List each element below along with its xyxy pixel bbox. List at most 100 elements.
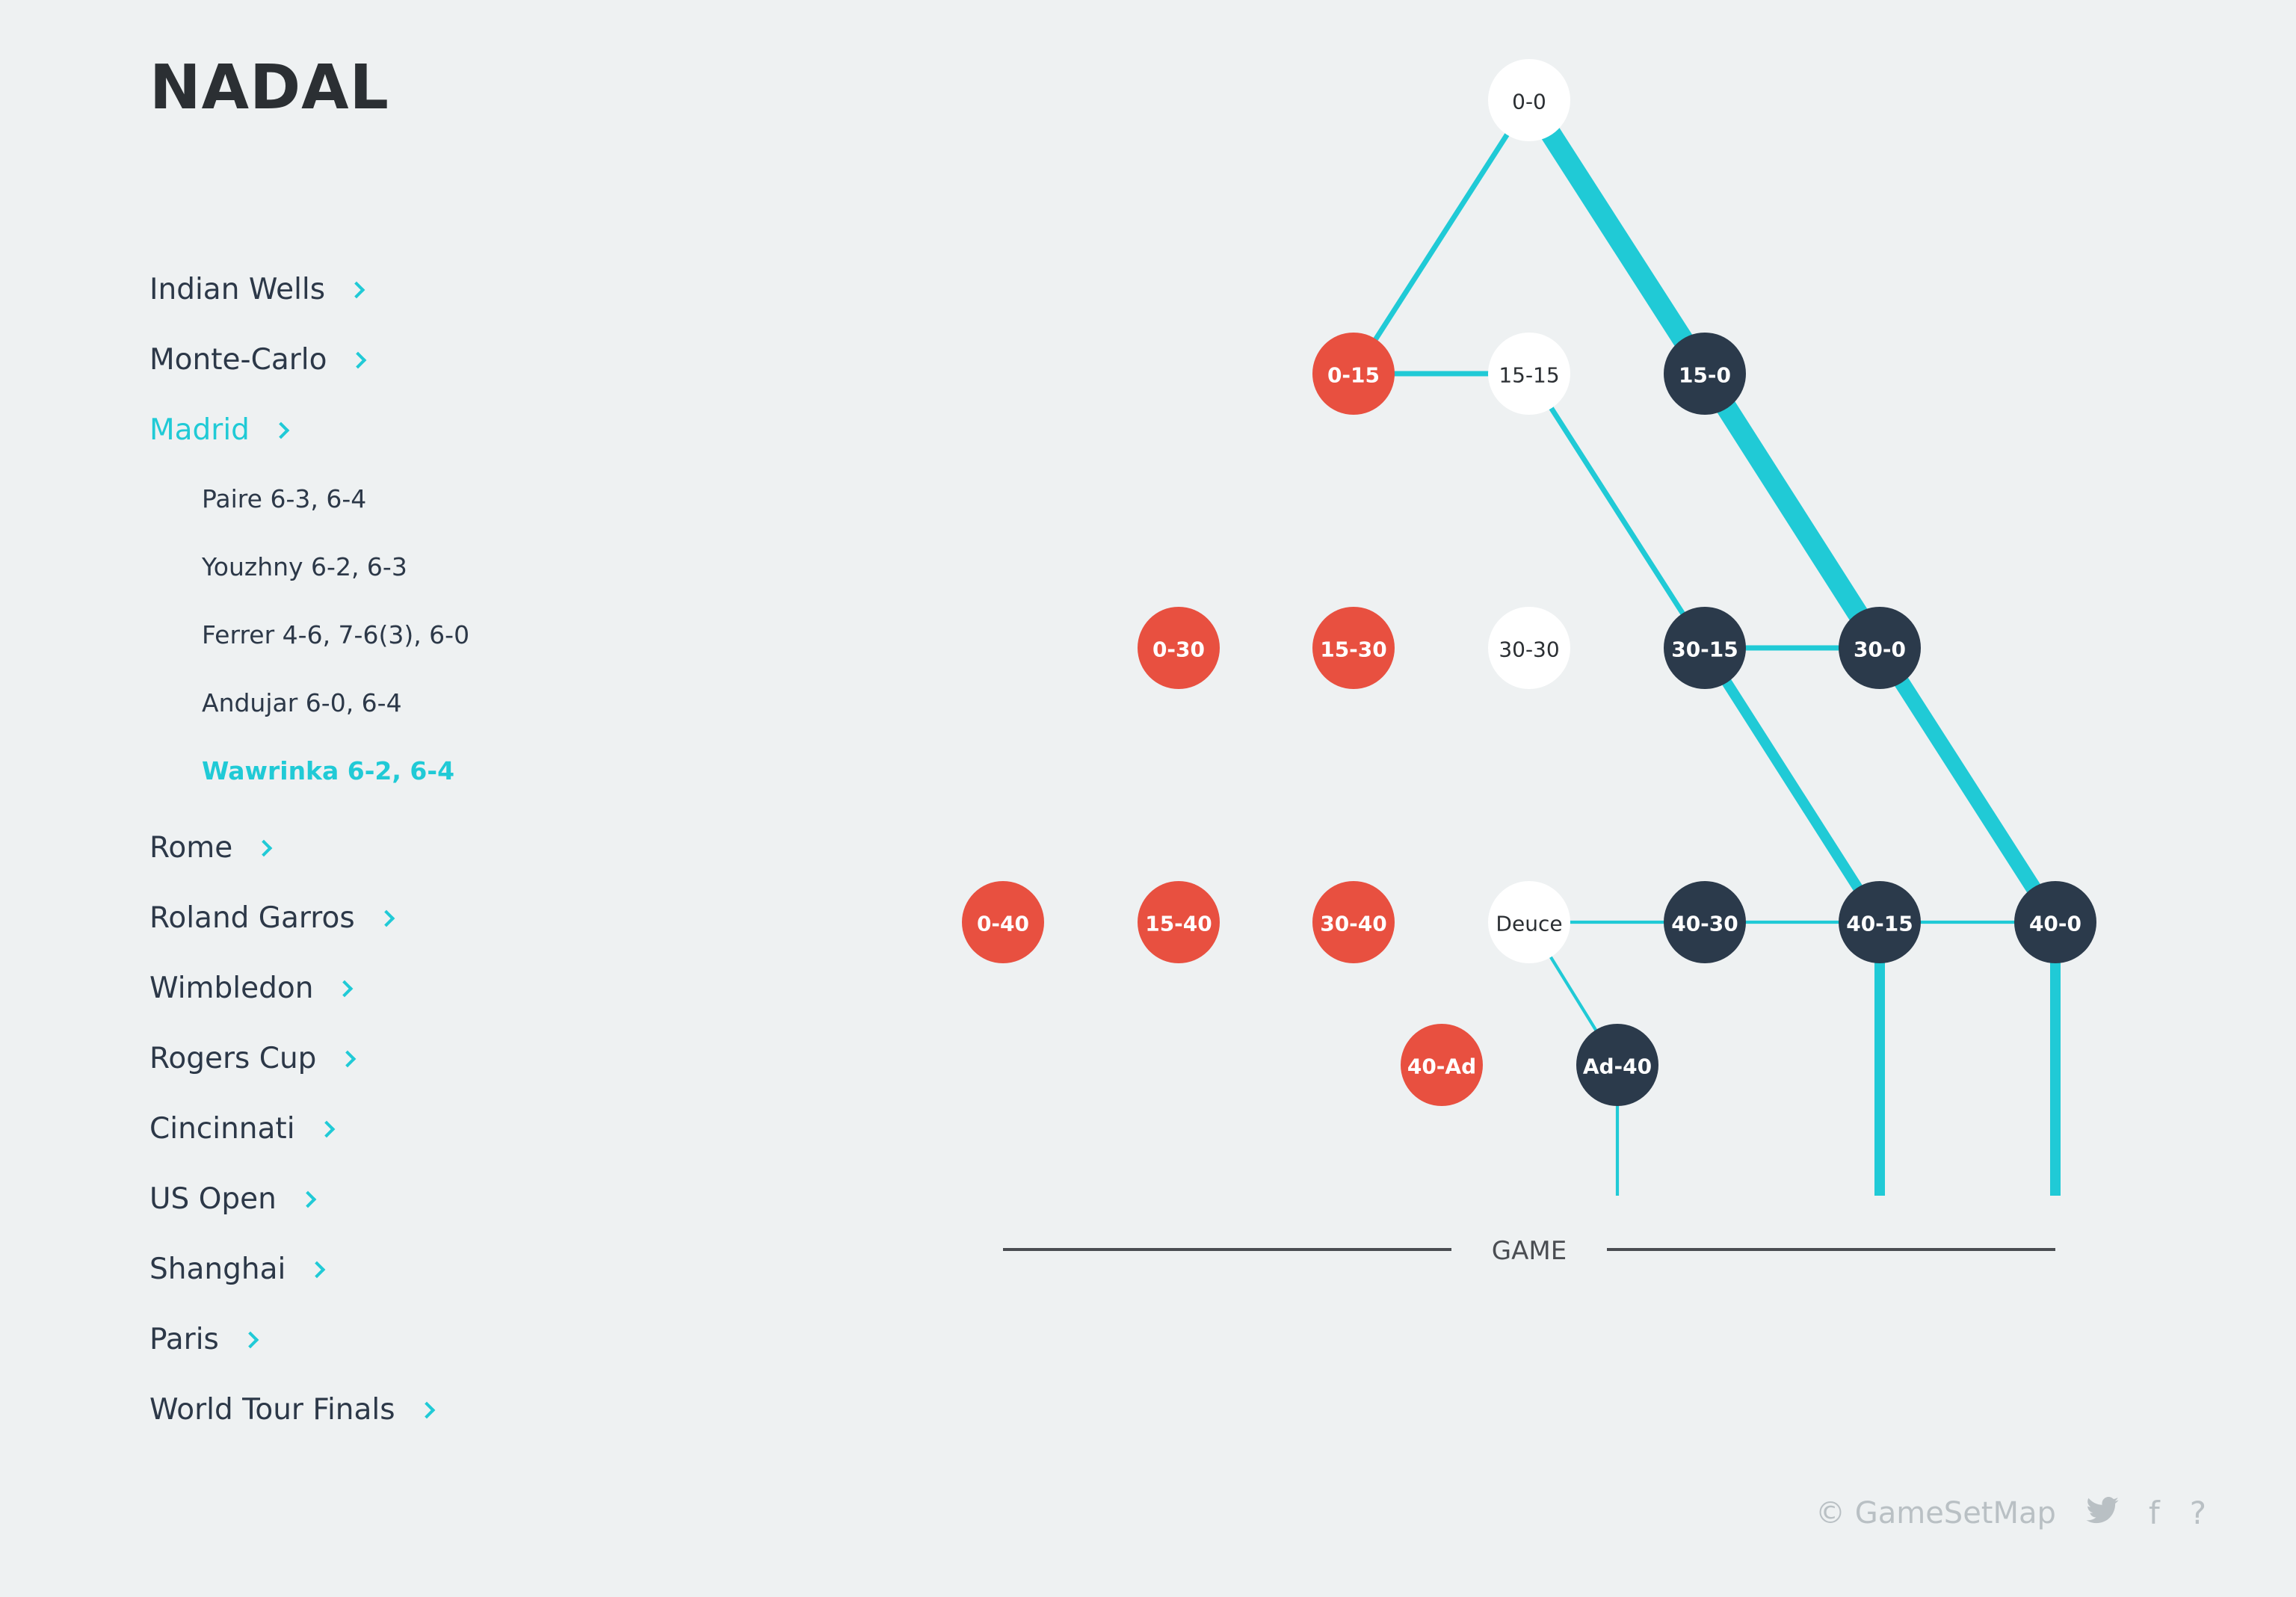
score-node-label: 15-30 bbox=[1320, 637, 1387, 662]
tournament-item[interactable]: Indian Wells bbox=[149, 254, 718, 324]
score-node[interactable]: 40-Ad bbox=[1401, 1024, 1483, 1106]
help-icon[interactable]: ? bbox=[2189, 1495, 2206, 1531]
score-node[interactable]: 40-15 bbox=[1839, 881, 1921, 963]
score-node-circle bbox=[2014, 881, 2096, 963]
match-list: Paire 6-3, 6-4 Youzhny 6-2, 6-3 Ferrer 4-6… bbox=[149, 465, 718, 805]
footer: © GameSetMap f ? bbox=[1815, 1495, 2206, 1531]
score-node-circle bbox=[1138, 607, 1220, 689]
score-node-circle bbox=[1312, 881, 1395, 963]
score-edges bbox=[1351, 94, 2062, 1196]
tournament-label: Rogers Cup bbox=[149, 1041, 317, 1075]
tournament-label: Paris bbox=[149, 1322, 219, 1356]
facebook-icon[interactable]: f bbox=[2148, 1495, 2160, 1531]
score-node-label: 40-15 bbox=[1846, 912, 1913, 936]
tournament-item[interactable]: Rogers Cup bbox=[149, 1023, 718, 1093]
tournament-item[interactable]: Wimbledon bbox=[149, 953, 718, 1023]
score-node[interactable]: Ad-40 bbox=[1576, 1024, 1658, 1106]
score-nodes: 0-0 0-15 15-15 15-0 0-30 15-30 30-30 30-15 30-0 0… bbox=[962, 59, 2096, 1106]
match-item[interactable]: Ferrer 4-6, 7-6(3), 6-0 bbox=[202, 620, 470, 649]
score-node[interactable]: 15-30 bbox=[1312, 607, 1395, 689]
score-node[interactable]: 40-0 bbox=[2014, 881, 2096, 963]
tournament-item[interactable]: Rome bbox=[149, 812, 718, 883]
score-node[interactable]: 30-15 bbox=[1664, 607, 1746, 689]
score-node-label: 0-30 bbox=[1152, 637, 1205, 662]
score-node-circle bbox=[1488, 607, 1570, 689]
score-node-circle bbox=[1839, 881, 1921, 963]
score-node-label: 40-Ad bbox=[1407, 1054, 1476, 1079]
score-node-circle bbox=[1138, 881, 1220, 963]
score-node-label: 15-15 bbox=[1499, 363, 1559, 388]
score-edge bbox=[1520, 94, 1714, 380]
score-node-label: 30-30 bbox=[1499, 637, 1559, 662]
tournament-item[interactable]: Monte-Carlo bbox=[149, 324, 718, 395]
score-node-label: 30-15 bbox=[1671, 637, 1738, 662]
score-node-circle bbox=[1312, 607, 1395, 689]
tournament-label: Roland Garros bbox=[149, 901, 355, 935]
score-node-label: 30-0 bbox=[1854, 637, 1906, 662]
score-node[interactable]: 30-40 bbox=[1312, 881, 1395, 963]
score-node-label: Deuce bbox=[1496, 912, 1562, 936]
score-node-circle bbox=[1401, 1024, 1483, 1106]
score-edge bbox=[1527, 372, 1707, 649]
score-node[interactable]: 15-0 bbox=[1664, 333, 1746, 415]
score-node[interactable]: 30-30 bbox=[1488, 607, 1570, 689]
score-node-circle bbox=[1488, 881, 1570, 963]
score-node-label: 40-30 bbox=[1671, 912, 1738, 936]
score-node-label: 30-40 bbox=[1320, 912, 1387, 936]
score-node-label: 15-0 bbox=[1679, 363, 1731, 388]
score-node-circle bbox=[1312, 333, 1395, 415]
tournament-item[interactable]: Madrid bbox=[149, 395, 718, 465]
score-node-label: 0-40 bbox=[977, 912, 1029, 936]
tournament-label: Monte-Carlo bbox=[149, 342, 327, 377]
score-edge bbox=[1873, 643, 2062, 927]
score-node-circle bbox=[962, 881, 1044, 963]
match-item[interactable]: Youzhny 6-2, 6-3 bbox=[202, 552, 407, 581]
tournament-list: Indian Wells Monte-Carlo Madrid Paire 6-3, … bbox=[149, 254, 718, 1445]
score-edge bbox=[1696, 368, 1889, 654]
score-node[interactable]: 40-30 bbox=[1664, 881, 1746, 963]
tournament-item[interactable]: Cincinnati bbox=[149, 1093, 718, 1164]
score-node-circle bbox=[1664, 333, 1746, 415]
match-item[interactable]: Andujar 6-0, 6-4 bbox=[202, 688, 402, 717]
tournament-label: US Open bbox=[149, 1181, 277, 1216]
tournament-label: Cincinnati bbox=[149, 1111, 295, 1146]
score-node-label: 15-40 bbox=[1145, 912, 1212, 936]
score-node-label: 0-0 bbox=[1512, 90, 1546, 114]
match-item[interactable]: Wawrinka 6-2, 6-4 bbox=[202, 756, 455, 785]
score-node[interactable]: 0-30 bbox=[1138, 607, 1220, 689]
score-node-circle bbox=[1488, 333, 1570, 415]
score-node-label: 0-15 bbox=[1327, 363, 1380, 388]
score-node-circle bbox=[1488, 59, 1570, 141]
twitter-icon[interactable] bbox=[2086, 1495, 2119, 1531]
score-edge bbox=[1700, 645, 1884, 925]
tournament-label: Indian Wells bbox=[149, 272, 326, 306]
score-node[interactable]: 15-15 bbox=[1488, 333, 1570, 415]
score-node[interactable]: 30-0 bbox=[1839, 607, 1921, 689]
tournament-item[interactable]: Paris bbox=[149, 1304, 718, 1374]
score-edge bbox=[1351, 99, 1531, 375]
score-node-circle bbox=[1839, 607, 1921, 689]
score-node-circle bbox=[1664, 607, 1746, 689]
copyright: © GameSetMap bbox=[1815, 1495, 2056, 1530]
score-node-label: Ad-40 bbox=[1583, 1054, 1652, 1079]
score-node[interactable]: 0-40 bbox=[962, 881, 1044, 963]
tournament-label: Wimbledon bbox=[149, 971, 314, 1005]
tournament-label: Madrid bbox=[149, 413, 250, 447]
game-label: GAME bbox=[1492, 1236, 1567, 1266]
score-node[interactable]: 15-40 bbox=[1138, 881, 1220, 963]
tournament-item[interactable]: US Open bbox=[149, 1164, 718, 1234]
score-node-circle bbox=[1576, 1024, 1658, 1106]
tournament-item[interactable]: Roland Garros bbox=[149, 883, 718, 953]
score-node-label: 40-0 bbox=[2029, 912, 2081, 936]
tournament-label: World Tour Finals bbox=[149, 1392, 395, 1427]
tournament-label: Shanghai bbox=[149, 1252, 286, 1286]
tournament-label: Rome bbox=[149, 830, 233, 865]
score-node[interactable]: 0-15 bbox=[1312, 333, 1395, 415]
match-item[interactable]: Paire 6-3, 6-4 bbox=[202, 484, 367, 513]
score-node-circle bbox=[1664, 881, 1746, 963]
score-node[interactable]: 0-0 bbox=[1488, 59, 1570, 141]
score-node[interactable]: Deuce bbox=[1488, 881, 1570, 963]
tournament-item[interactable]: World Tour Finals bbox=[149, 1374, 718, 1445]
tournament-item[interactable]: Shanghai bbox=[149, 1234, 718, 1304]
